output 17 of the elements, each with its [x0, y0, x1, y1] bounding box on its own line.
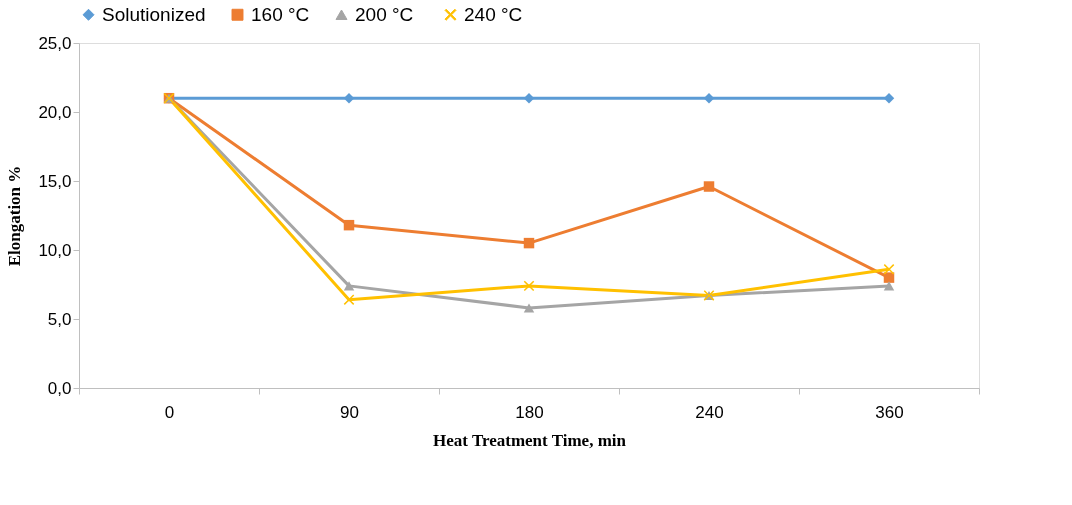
y-tick-label: 0,0	[47, 378, 72, 398]
y-tick-label: 5,0	[47, 309, 72, 329]
legend-label: 160 °C	[251, 3, 310, 25]
x-tick-label: 90	[340, 402, 359, 422]
x-tick-label: 240	[695, 402, 724, 422]
y-tick-label: 15,0	[38, 171, 72, 191]
legend-label: 200 °C	[355, 3, 414, 25]
legend-label: Solutionized	[102, 3, 206, 25]
x-tick-label: 360	[875, 402, 904, 422]
y-tick-label: 20,0	[38, 102, 72, 122]
y-tick-label: 25,0	[38, 33, 72, 53]
y-tick-label: 10,0	[38, 240, 72, 260]
legend-label: 240 °C	[464, 3, 523, 25]
x-axis-title: Heat Treatment Time, min	[433, 430, 627, 450]
x-tick-label: 0	[164, 402, 175, 422]
x-tick-label: 180	[515, 402, 544, 422]
y-axis-title: Elongation %	[5, 165, 25, 267]
